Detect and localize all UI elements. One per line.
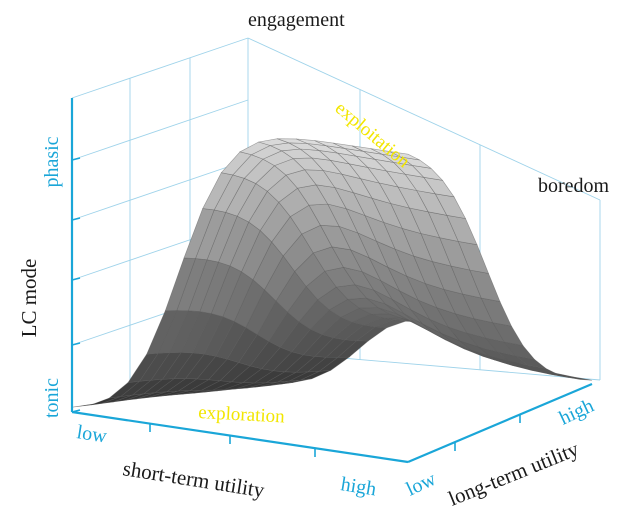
y-axis-title: long-term utility — [445, 436, 583, 510]
z-axis-title: LC mode — [17, 259, 41, 338]
y-low-label: low — [403, 468, 440, 501]
utility-surface — [71, 138, 593, 408]
x-axis-title: short-term utility — [121, 456, 266, 502]
x-axis-line — [71, 410, 409, 464]
boredom-label: boredom — [538, 175, 610, 197]
x-low-label: low — [75, 421, 109, 448]
y-high-label: high — [556, 395, 598, 430]
axes — [70, 98, 593, 464]
surface-patch — [389, 151, 420, 161]
z-high-label: phasic — [41, 136, 63, 187]
z-low-label: tonic — [41, 378, 63, 418]
exploration-annotation: exploration — [198, 402, 286, 428]
y-axis-line — [407, 382, 593, 464]
x-high-label: high — [339, 473, 378, 500]
engagement-label: engagement — [248, 9, 345, 31]
